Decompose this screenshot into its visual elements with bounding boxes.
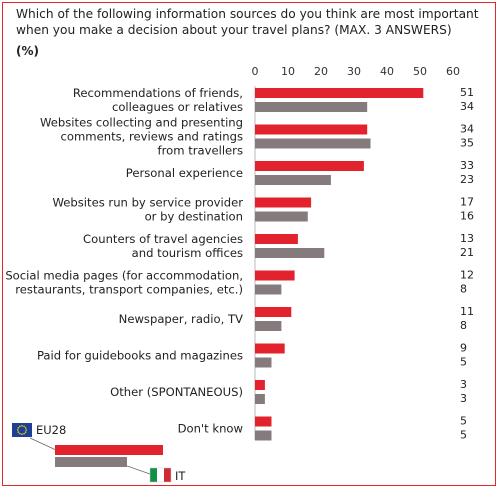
data-label-it: 3: [460, 392, 467, 405]
eu-flag-star: [24, 431, 27, 433]
bar-eu28: [255, 343, 285, 354]
x-tick-label: 30: [347, 65, 361, 78]
bar-it: [255, 394, 265, 404]
data-label-it: 16: [460, 210, 474, 223]
unit-label: (%): [16, 44, 39, 58]
it-flag-white: [157, 468, 164, 482]
eu-flag-star: [19, 425, 21, 428]
data-label-it: 35: [460, 137, 474, 150]
category-label: Newspaper, radio, TV: [119, 312, 243, 326]
it-flag-red: [164, 468, 171, 482]
category-label: Social media pages (for accommodation, re…: [5, 269, 243, 297]
bar-it: [255, 284, 282, 295]
eu-flag-star: [23, 425, 25, 428]
legend-connector: [126, 465, 151, 475]
eu-flag-star: [19, 432, 21, 435]
bar-it: [255, 248, 325, 258]
bar-eu28: [255, 416, 272, 427]
bar-eu28: [255, 270, 295, 281]
bar-eu28: [255, 197, 312, 208]
data-label-it: 8: [460, 319, 467, 332]
category-label: Recommendations of friends, colleagues or…: [73, 86, 243, 114]
x-tick-label: 0: [252, 65, 259, 78]
it-flag-icon: [150, 468, 157, 482]
data-label-eu28: 12: [460, 269, 474, 282]
bar-it: [255, 321, 282, 331]
data-label-eu28: 5: [460, 415, 467, 428]
data-label-it: 34: [460, 100, 474, 113]
data-label-it: 21: [460, 246, 474, 259]
bar-it: [255, 138, 371, 149]
data-label-eu28: 17: [460, 196, 474, 209]
eu-flag-star: [23, 432, 25, 435]
bar-it: [255, 357, 272, 368]
x-tick-label: 60: [446, 65, 460, 78]
legend-label-it: IT: [175, 469, 186, 483]
bar-it: [255, 211, 308, 222]
bar-eu28: [255, 88, 424, 98]
legend-connector: [29, 437, 57, 451]
x-tick-label: 10: [281, 65, 295, 78]
data-label-eu28: 51: [460, 86, 474, 99]
bar-eu28: [255, 380, 265, 390]
it-flag-border: [149, 467, 172, 483]
bar-eu28: [255, 307, 292, 317]
legend-swatch-it: [55, 457, 127, 467]
eu-flag-icon: [12, 423, 32, 437]
eu-flag-star: [21, 433, 23, 436]
bar-eu28: [255, 161, 364, 171]
data-label-eu28: 3: [460, 378, 467, 391]
chart-frame: [2, 2, 496, 486]
category-label: Personal experience: [126, 166, 243, 180]
bar-it: [255, 102, 368, 112]
data-label-eu28: 9: [460, 342, 467, 355]
x-tick-label: 20: [314, 65, 328, 78]
category-label: Don't know: [178, 422, 243, 436]
legend-label-eu28: EU28: [36, 423, 66, 437]
eu-flag-star: [17, 431, 20, 433]
data-label-it: 8: [460, 283, 467, 296]
data-label-it: 5: [460, 429, 467, 442]
eu-flag-star: [17, 427, 20, 429]
bar-eu28: [255, 124, 368, 135]
eu-flag-star: [24, 427, 27, 429]
chart-question: Which of the following information sourc…: [16, 7, 479, 37]
bar-eu28: [255, 234, 298, 244]
eu-flag-star: [25, 429, 28, 431]
eu-flag-star: [21, 425, 23, 427]
category-label: Other (SPONTANEOUS): [110, 385, 243, 399]
category-label: Websites run by service provider or by de…: [52, 196, 243, 224]
category-label: Websites collecting and presenting commen…: [40, 116, 243, 158]
bar-it: [255, 430, 272, 441]
data-label-eu28: 34: [460, 123, 474, 136]
x-tick-label: 40: [380, 65, 394, 78]
category-label: Counters of travel agencies and tourism o…: [83, 232, 243, 260]
data-label-it: 23: [460, 173, 474, 186]
bar-it: [255, 175, 331, 185]
data-label-eu28: 13: [460, 232, 474, 245]
data-label-eu28: 33: [460, 159, 474, 172]
data-label-eu28: 11: [460, 305, 474, 318]
legend-swatch-eu28: [55, 445, 163, 455]
x-tick-label: 50: [413, 65, 427, 78]
eu-flag-star: [17, 429, 19, 431]
data-label-it: 5: [460, 356, 467, 369]
category-label: Paid for guidebooks and magazines: [37, 349, 243, 363]
